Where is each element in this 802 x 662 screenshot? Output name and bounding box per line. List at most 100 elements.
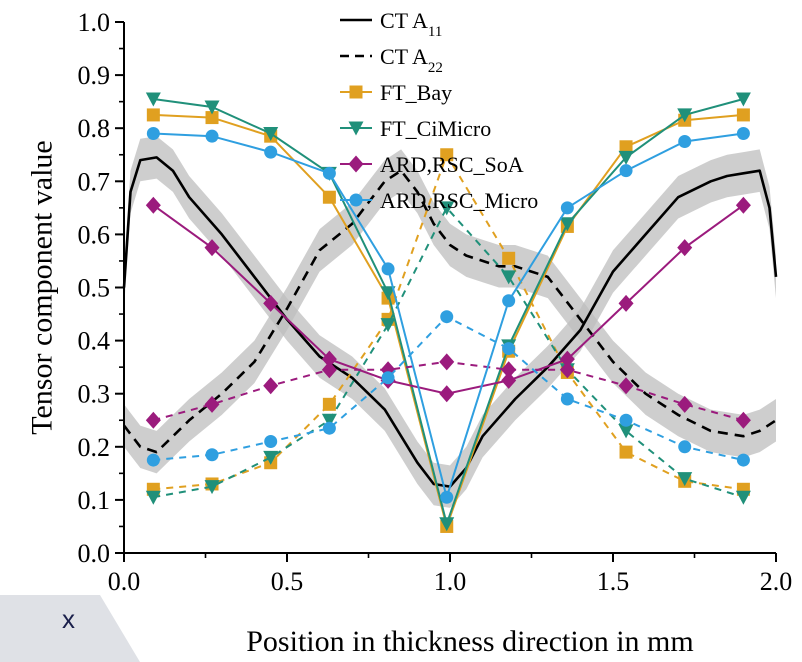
series-4-point-10 (735, 196, 751, 214)
series-layer (122, 92, 778, 533)
series-4-point-3 (321, 350, 337, 368)
series-5-dashed-point-3 (322, 421, 336, 435)
series-5-point-9 (678, 134, 692, 148)
x-tick-label-2: 1.0 (434, 567, 467, 596)
series-5-dashed-point-1 (205, 448, 219, 462)
y-tick-label-8: 0.8 (78, 114, 111, 143)
series-3-point-10 (735, 92, 751, 107)
series-4-point-2 (263, 294, 279, 312)
series-4-point-0 (145, 196, 161, 214)
series-5-dashed-point-2 (264, 434, 278, 448)
legend-label-3: FT_CiMicro (380, 116, 491, 141)
series-3-dashed-point-3 (321, 413, 337, 428)
series-4-dashed-point-9 (677, 395, 693, 413)
series-3-dashed-point-5 (439, 201, 455, 216)
series-3-dashed-point-9 (677, 472, 693, 487)
y-tick-label-2: 0.2 (78, 433, 111, 462)
legend-item-3: FT_CiMicro (340, 116, 491, 141)
corner-tab: x (0, 595, 140, 662)
series-5-dashed-point-9 (678, 440, 692, 454)
series-3-point-4 (380, 286, 396, 301)
series-3-point-1 (204, 100, 220, 115)
series-3-dashed-point-1 (204, 480, 220, 495)
axes: 0.0 0.5 1.0 1.5 2.0 0.0 0.1 0.2 0.3 0.4 0.5 0.6 0.7 0… (78, 8, 793, 596)
series-4-dashed-point-7 (559, 361, 575, 379)
series-5-point-1 (205, 129, 219, 143)
series-5-dashed-point-4 (381, 371, 395, 385)
x-tick-label-4: 2.0 (760, 567, 793, 596)
series-2-dashed-point-8 (619, 445, 633, 459)
series-4-dashed-point-6 (501, 361, 517, 379)
series-4-point-9 (677, 239, 693, 257)
series-2 (146, 108, 750, 533)
series-5-dashed-point-8 (619, 413, 633, 427)
legend: CT A11 CT A22 FT_Bay FT_CiMicro ARD,RSC_SoA A… (340, 8, 538, 213)
series-5-point-0 (146, 127, 160, 141)
series-4-dashed-point-5 (439, 353, 455, 371)
series-3-point-2 (263, 127, 279, 142)
y-tick-label-9: 0.9 (78, 61, 111, 90)
series-2-point-10 (736, 108, 750, 122)
series-2-point-8 (619, 140, 633, 154)
series-5-dashed-point-6 (502, 342, 516, 356)
series-4-dashed-point-10 (735, 411, 751, 429)
series-5-point-7 (560, 201, 574, 215)
series-5-point-8 (619, 164, 633, 178)
y-tick-label-1: 0.1 (78, 486, 111, 515)
y-tick-label-7: 0.7 (78, 167, 111, 196)
y-tick-label-4: 0.4 (78, 327, 111, 356)
series-4-point-5 (439, 385, 455, 403)
series-3-point-0 (145, 92, 161, 107)
series-5 (146, 127, 750, 504)
legend-swatch-marker-2 (349, 85, 363, 99)
series-3-dashed-point-6 (501, 270, 517, 285)
series-2-point-3 (322, 190, 336, 204)
series-5-point-10 (736, 127, 750, 141)
series-5-point-2 (264, 145, 278, 159)
corner-tab-shape (0, 595, 140, 662)
band-series-1 (124, 149, 776, 474)
legend-swatch-marker-5 (349, 193, 363, 207)
y-tick-label-6: 0.6 (78, 220, 111, 249)
y-tick-label-5: 0.5 (78, 274, 111, 303)
series-3-point-9 (677, 108, 693, 123)
band-series-0 (124, 136, 776, 508)
series-5-point-3 (322, 166, 336, 180)
series-3-point-5 (439, 517, 455, 532)
series-4-dashed-point-1 (204, 395, 220, 413)
series-2-dashed-point-3 (322, 397, 336, 411)
series-2-dashed-point-5 (440, 148, 454, 162)
series-5-point-4 (381, 262, 395, 276)
y-axis-title: Tensor component value (26, 140, 59, 434)
series-3-dashed-point-8 (618, 424, 634, 439)
series-3-dashed-point-2 (263, 450, 279, 465)
legend-swatch-marker-3 (348, 121, 364, 136)
series-2-point-0 (146, 108, 160, 122)
series-1 (122, 169, 777, 454)
legend-item-2: FT_Bay (340, 80, 452, 105)
series-3-dashed-point-10 (735, 490, 751, 505)
series-4-point-6 (501, 371, 517, 389)
series-3-dashed-point-4 (380, 318, 396, 333)
y-tick-label-3: 0.3 (78, 380, 111, 409)
series-4-dashed-point-8 (618, 377, 634, 395)
legend-label-1: CT A22 (380, 44, 443, 76)
series-4-dashed-point-3 (321, 361, 337, 379)
series-5-dashed-point-10 (736, 453, 750, 467)
x-axis-title: Position in thickness direction in mm (246, 625, 693, 658)
series-4-point-8 (618, 294, 634, 312)
corner-tab-letter: x (62, 604, 75, 634)
uncertainty-bands (124, 136, 776, 508)
x-tick-label-0: 0.0 (108, 567, 141, 596)
legend-label-4: ARD,RSC_SoA (380, 152, 524, 177)
series-4-dashed-point-2 (263, 377, 279, 395)
y-tick-label-0: 0.0 (78, 539, 111, 568)
series-3-point-7 (559, 217, 575, 232)
y-tick-label-10: 1.0 (78, 8, 111, 37)
series-2-dashed-point-6 (502, 251, 516, 265)
series-4-point-1 (204, 239, 220, 257)
legend-item-0: CT A11 (340, 8, 442, 40)
x-tick-label-3: 1.5 (597, 567, 630, 596)
series-4-point-7 (559, 350, 575, 368)
